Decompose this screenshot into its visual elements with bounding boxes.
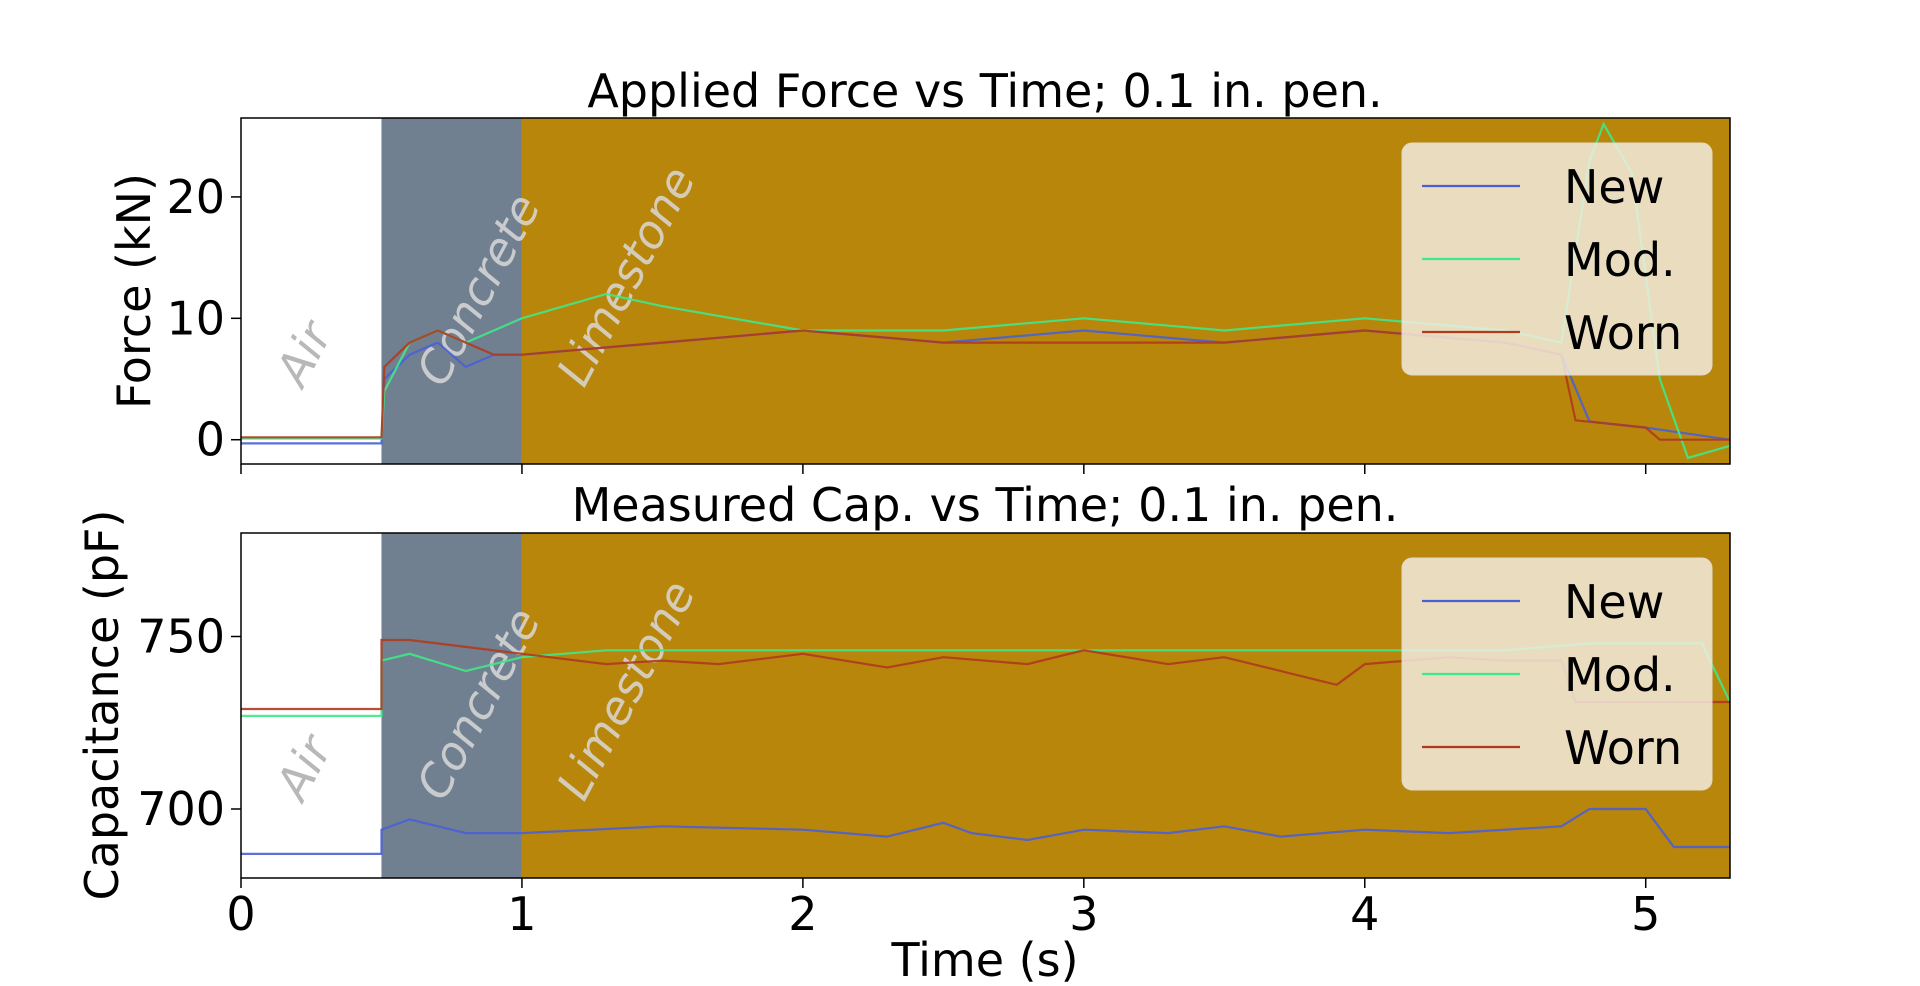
capacitance-legend-box	[1401, 557, 1713, 791]
capacitance-region-air	[241, 533, 382, 878]
capacitance-y-tick-label: 750	[137, 610, 225, 664]
force-legend-box	[1401, 142, 1713, 376]
force-y-axis-label: Force (kN)	[107, 173, 161, 409]
force-region-concrete	[381, 118, 522, 464]
capacitance-legend-label-new: New	[1564, 575, 1664, 629]
capacitance-y-tick-label: 700	[137, 782, 225, 836]
capacitance-x-tick-label: 3	[1069, 887, 1098, 941]
force-panel: Applied Force vs Time; 0.1 in. pen. Air C…	[107, 64, 1731, 474]
capacitance-x-ticks: 0 1 2 3 4 5	[226, 878, 1660, 941]
force-axes-frame	[240, 117, 1731, 465]
force-title: Applied Force vs Time; 0.1 in. pen.	[587, 64, 1382, 118]
force-y-tick-label: 20	[166, 170, 225, 224]
capacitance-y-ticks: 700 750	[137, 610, 241, 836]
capacitance-y-axis-label: Capacitance (pF)	[75, 510, 129, 901]
capacitance-x-tick-label: 2	[788, 887, 817, 941]
capacitance-axes-frame	[240, 532, 1731, 879]
x-axis-label: Time (s)	[890, 933, 1078, 986]
capacitance-x-tick-label: 4	[1350, 887, 1379, 941]
capacitance-series-new	[241, 807, 1730, 856]
force-series-worn	[241, 329, 1730, 441]
force-legend-label-mod: Mod.	[1564, 233, 1676, 287]
force-y-tick-label: 0	[196, 413, 225, 467]
force-legend-label-worn: Worn	[1564, 306, 1682, 360]
capacitance-x-tick-label: 0	[226, 887, 255, 941]
capacitance-panel: Measured Cap. vs Time; 0.1 in. pen. Air C…	[75, 478, 1731, 986]
capacitance-x-tick-label: 5	[1631, 887, 1660, 941]
force-legend: New Mod. Worn	[1401, 142, 1713, 376]
capacitance-x-tick-label: 1	[507, 887, 536, 941]
force-y-ticks: 0 10 20	[166, 170, 241, 467]
capacitance-title: Measured Cap. vs Time; 0.1 in. pen.	[572, 478, 1399, 532]
capacitance-legend-label-worn: Worn	[1564, 721, 1682, 775]
force-y-tick-label: 10	[166, 291, 225, 345]
capacitance-legend: New Mod. Worn	[1401, 557, 1713, 791]
force-x-ticks	[240, 464, 1647, 474]
force-legend-label-new: New	[1564, 160, 1664, 214]
force-region-air	[241, 118, 382, 464]
capacitance-legend-label-mod: Mod.	[1564, 648, 1676, 702]
